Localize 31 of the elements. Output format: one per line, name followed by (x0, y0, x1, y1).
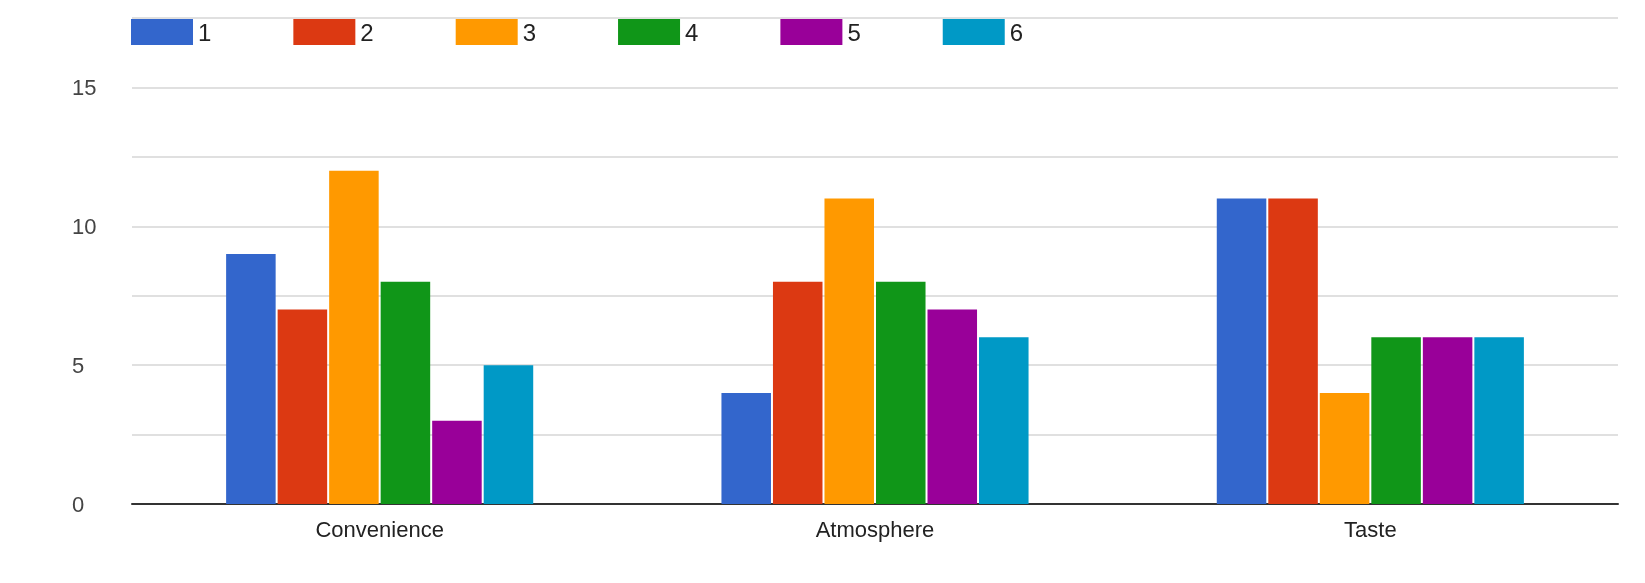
y-tick-label: 0 (72, 491, 85, 517)
bar (1216, 198, 1267, 504)
bar (1319, 392, 1370, 504)
bar (329, 170, 379, 504)
legend-label: 5 (847, 18, 861, 46)
bar (1474, 337, 1524, 504)
x-tick-label: Convenience (315, 516, 444, 542)
bar (1268, 198, 1318, 504)
bar (380, 281, 431, 504)
legend-label: 6 (1009, 18, 1024, 46)
x-tick-label: Taste (1344, 516, 1397, 542)
bar (979, 337, 1029, 504)
bar (1371, 337, 1421, 504)
bar (772, 281, 823, 504)
y-tick-label: 10 (72, 213, 97, 239)
x-tick-label: Atmosphere (815, 516, 935, 542)
legend-label: 1 (198, 18, 212, 46)
bar (875, 281, 926, 504)
y-tick-label: 5 (72, 352, 85, 378)
bar (1422, 337, 1473, 504)
bar (483, 365, 534, 504)
bar (277, 309, 328, 504)
bar (824, 198, 875, 504)
y-tick-label: 15 (72, 74, 97, 100)
legend-label: 3 (522, 18, 537, 46)
bar (927, 309, 978, 504)
bar (721, 392, 771, 504)
legend-label: 2 (360, 18, 374, 46)
bar (432, 420, 482, 504)
bar (226, 254, 276, 504)
legend-label: 4 (685, 18, 699, 46)
